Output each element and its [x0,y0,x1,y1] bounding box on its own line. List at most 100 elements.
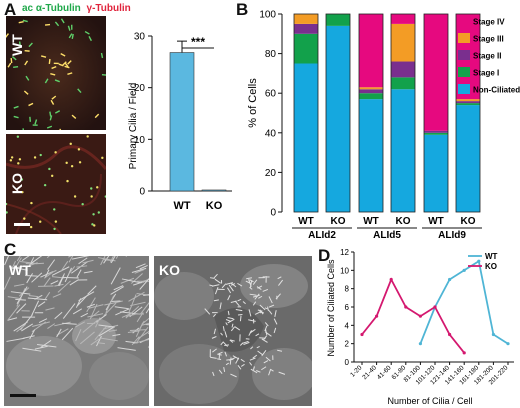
data-point-ko [389,277,393,282]
stage-chart-category: WT [363,216,379,227]
legend-label: Stage IV [473,18,505,27]
stage-chart-group: ALId9 [438,230,466,240]
sem-texture-wt [4,256,149,406]
legend-swatch-stage-iv [458,16,470,26]
line-chart-ytick: 0 [345,358,350,367]
stage-chart-ytick: 0 [270,208,276,219]
stack-segment-stage-ii [294,23,318,34]
fluorescence-texture-wt [6,16,106,130]
data-point-ko [418,314,422,318]
data-point-wt [477,259,481,263]
data-point-ko [375,314,379,318]
sem-label-wt: WT [9,262,31,278]
line-chart-ytick: 4 [345,321,350,330]
stack-segment-stage-iv [424,14,448,131]
stack-segment-stage-ii [391,61,415,78]
stack-segment-non-ciliated [294,63,318,212]
data-point-wt [491,332,495,337]
panel-letter-b: B [236,0,249,19]
stack-segment-stage-iii [391,23,415,62]
stacked-bar-outline [390,13,416,213]
sem-scale-bar [10,394,36,397]
fluorescence-image-ko: KO [6,134,106,234]
stack-segment-stage-i [424,132,448,135]
data-point-ko [404,305,408,309]
line-chart-xlabel: Number of Cilia / Cell [387,396,472,406]
stack-segment-stage-ii [424,130,448,133]
series-line-ko [361,277,465,354]
stage-chart-category: WT [428,216,444,227]
legend-label: Stage III [473,35,504,44]
primary-cilia-ytick: 10 [134,135,146,146]
sem-label-ko: KO [159,262,180,278]
primary-cilia-ytick: 30 [134,32,146,43]
data-point-ko [433,305,437,309]
stacked-bar-outline [358,13,384,213]
stacked-bar-outline [455,13,481,213]
ciliation-stage-chart: % of Cells 0 20 40 60 80 100 WT KO WT KO WT KO ALI… [247,10,520,241]
stage-chart-category: WT [298,216,314,227]
stain-gamma-tubulin: γ-Tubulin [86,3,131,14]
series-line-wt [419,259,509,345]
legend-label-ko: KO [485,262,497,271]
primary-cilia-ylabel: Primary Cilia / Field [128,83,139,170]
stage-chart-category: KO [396,216,411,227]
primary-cilia-chart: Primary Cilia / Field 0 10 20 30 *** WT KO [128,32,232,212]
line-chart-ytick: 2 [345,340,350,349]
stacked-bar-outline [423,13,449,213]
bar-wt [169,52,195,192]
legend-label-wt: WT [485,252,498,261]
data-point-ko [462,351,466,355]
stack-segment-stage-ii [456,101,480,104]
data-point-ko [448,332,452,337]
stack-segment-stage-ii [359,89,383,94]
line-chart-ytick: 10 [340,266,349,275]
stage-chart-ytick: 100 [259,10,276,21]
stack-segment-non-ciliated [424,134,448,212]
panel-letter-d: D [318,246,331,265]
stage-chart-ytick: 20 [265,168,277,179]
legend-label: Non-Ciliated [473,86,520,95]
line-chart-xtick: 41-60 [376,364,393,381]
sem-texture-ko [154,256,312,406]
legend-swatch-stage-i [458,67,470,77]
data-point-wt [448,277,452,282]
stack-segment-stage-i [326,14,350,26]
stain-legend: ac α-Tubulin γ-Tubulin [22,3,131,14]
fluorescence-texture-ko [6,134,106,234]
stack-segment-stage-i [456,103,480,106]
data-point-wt [418,342,422,346]
primary-cilia-ytick: 0 [139,187,145,198]
stack-segment-stage-iv [391,14,415,24]
panel-letter-c: C [4,240,17,259]
line-chart-ylabel: Number of Ciliated Cells [326,259,336,357]
stack-segment-stage-i [294,33,318,64]
image-label-ko: KO [9,173,25,194]
legend-swatch-stage-iii [458,33,470,43]
legend-swatch-non-ciliated [458,84,470,94]
stack-segment-stage-iv [359,14,383,88]
stage-chart-ytick: 80 [265,49,277,60]
stacked-bar-outline [293,13,319,213]
line-chart-ytick: 6 [345,303,350,312]
image-label-wt: WT [9,34,25,56]
panel-letter-a: A [4,0,17,19]
line-chart-ytick: 8 [345,285,350,294]
cilia-per-cell-chart: Number of Ciliated Cells Number of Cilia… [326,248,514,406]
line-chart-ytick: 12 [340,248,349,257]
sem-image-ko: KO [154,256,312,406]
stage-chart-group: ALId2 [308,230,336,240]
primary-cilia-ytick: 20 [134,83,146,94]
stack-segment-non-ciliated [391,89,415,212]
stack-segment-stage-iii [359,87,383,90]
bar-ko [201,189,227,192]
stage-chart-ylabel: % of Cells [247,78,259,128]
stage-chart-category: KO [331,216,346,227]
stacked-bar-outline [325,13,351,213]
stage-chart-category: KO [461,216,476,227]
sem-image-wt: WT [4,256,149,406]
legend-swatch-stage-ii [458,50,470,60]
stack-segment-non-ciliated [326,25,350,212]
data-point-ko [360,332,364,337]
significance-stars: *** [191,35,205,49]
